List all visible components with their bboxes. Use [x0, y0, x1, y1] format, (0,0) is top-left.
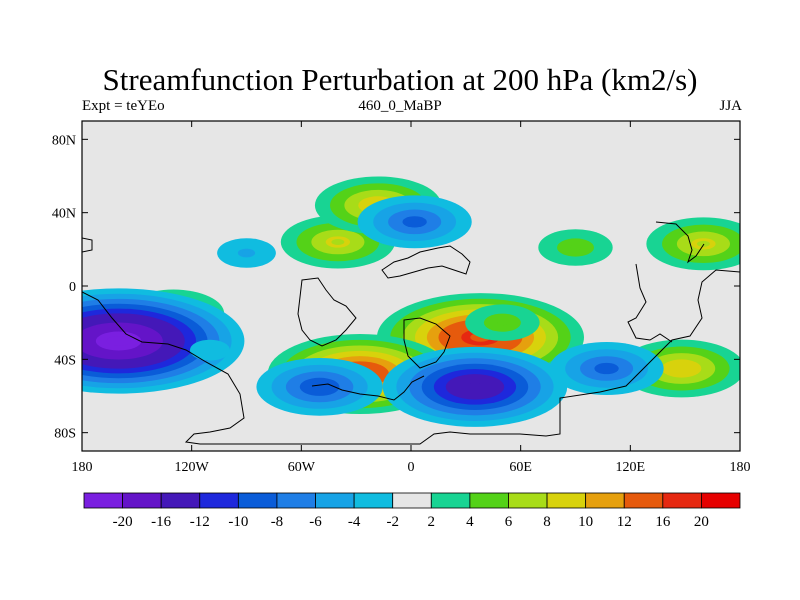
colorbar-label: 20	[694, 514, 709, 530]
colorbar-box	[623, 492, 664, 509]
coastline-north-america	[82, 237, 93, 253]
colorbar-label: 2	[428, 514, 436, 530]
colorbar-label: 16	[655, 514, 671, 530]
anomaly-positive	[538, 229, 613, 266]
coastline-americas-west	[82, 269, 740, 445]
x-tick-label: 120W	[175, 460, 210, 475]
x-tick-label: 60W	[288, 460, 316, 475]
y-tick-label: 40S	[54, 353, 76, 368]
contour-core	[465, 382, 485, 391]
colorbar-label: 10	[578, 514, 593, 530]
contour-core	[241, 250, 252, 256]
colorbar-label: 6	[505, 514, 513, 530]
colorbar-box	[353, 492, 394, 509]
contour-core	[697, 240, 710, 247]
x-tick-label: 0	[408, 460, 415, 475]
colorbar-box	[508, 492, 548, 509]
colorbar-label: -12	[190, 514, 210, 530]
chart-title: Streamfunction Perturbation at 200 hPa (…	[102, 62, 698, 97]
anomaly-negative	[382, 346, 568, 427]
colorbar-label: 12	[617, 514, 632, 530]
colorbar-box	[430, 492, 471, 509]
case-label: 460_0_MaBP	[358, 98, 442, 114]
colorbar-box	[276, 492, 316, 509]
coastline-antarctic-shelf	[311, 375, 425, 401]
coastline-africa-south	[403, 317, 451, 369]
colorbar-label: -6	[309, 514, 322, 530]
anomaly-positive	[465, 304, 540, 341]
x-tick-label: 120E	[616, 460, 646, 475]
colorbar-label: -2	[386, 514, 399, 530]
experiment-label: Expt = teYEo	[82, 98, 165, 114]
x-tick-label: 180	[730, 460, 751, 475]
coastline-africa-europe	[381, 245, 471, 279]
contour-core	[497, 319, 508, 326]
contour-core	[106, 335, 131, 347]
x-tick-label: 60E	[509, 460, 532, 475]
season-label: JJA	[719, 98, 742, 114]
colorbar-label: -10	[228, 514, 248, 530]
contour-core	[674, 365, 689, 372]
y-tick-label: 80S	[54, 427, 76, 442]
colorbar-label: -8	[271, 514, 284, 530]
colorbar-box	[122, 492, 162, 509]
colorbar-box	[546, 492, 587, 509]
colorbar-box	[469, 492, 509, 509]
contour-core	[570, 244, 581, 251]
coastline-japan	[655, 221, 705, 264]
colorbar-box	[585, 492, 625, 509]
contour-core	[408, 218, 422, 225]
coastline-asia-east	[627, 263, 673, 343]
anomaly-negative	[217, 238, 276, 268]
anomaly-negative	[82, 288, 245, 394]
colorbar-box	[160, 492, 201, 509]
contour-core	[600, 365, 614, 372]
colorbar-box	[315, 492, 355, 509]
colorbar-label: 4	[466, 514, 474, 530]
anomaly-negative	[357, 195, 472, 249]
x-tick-label: 180	[72, 460, 93, 475]
y-tick-label: 80N	[52, 133, 76, 148]
y-tick-label: 0	[69, 280, 76, 295]
anomaly-positive	[646, 217, 740, 271]
colorbar-label: -20	[113, 514, 133, 530]
y-tick-label: 40N	[52, 207, 76, 222]
contour-core	[331, 239, 345, 245]
anomaly-negative	[549, 342, 664, 395]
colorbar-label: -4	[348, 514, 361, 530]
colorbar-label: 8	[543, 514, 551, 530]
colorbar-box	[237, 492, 278, 509]
contour-core	[205, 347, 215, 354]
colorbar-box	[83, 492, 123, 509]
coastline-south-america	[297, 277, 357, 347]
colorbar-label: -16	[151, 514, 171, 530]
anomaly-negative	[256, 357, 383, 416]
colorbar-box	[662, 492, 702, 509]
colorbar-box	[199, 492, 239, 509]
colorbar-box	[392, 492, 432, 509]
anomaly-negative	[189, 339, 230, 361]
colorbar-box	[701, 492, 741, 509]
